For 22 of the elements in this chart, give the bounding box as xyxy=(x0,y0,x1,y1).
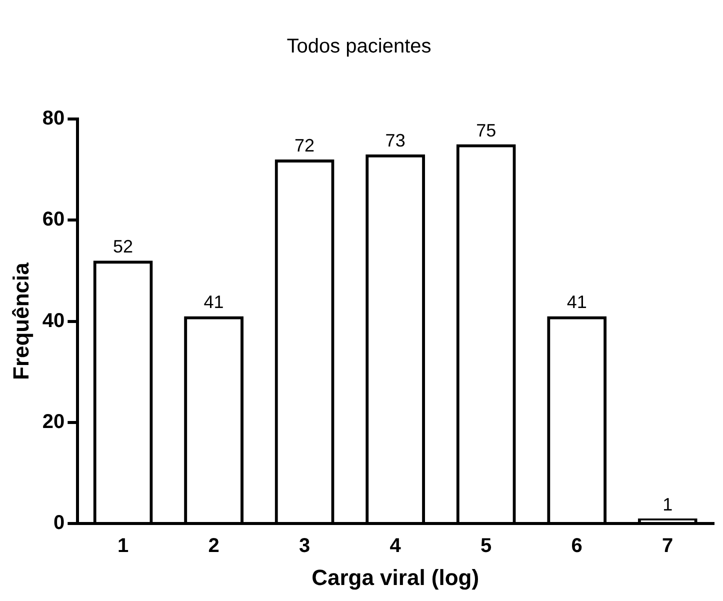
x-tick-label: 5 xyxy=(480,535,492,558)
data-label: 73 xyxy=(385,130,406,150)
data-label: 41 xyxy=(566,292,587,312)
chart-title: Todos pacientes xyxy=(286,36,432,58)
y-tick-label: 20 xyxy=(42,410,65,433)
data-label: 75 xyxy=(476,120,496,140)
y-tick-label: 60 xyxy=(42,208,65,231)
data-label: 1 xyxy=(662,494,673,515)
x-tick-label: 3 xyxy=(298,535,310,558)
y-tick-label: 0 xyxy=(54,512,65,534)
y-axis-title: Frequência xyxy=(8,262,34,380)
y-tick-label: 40 xyxy=(42,310,65,332)
x-tick-label: 4 xyxy=(390,535,402,558)
data-label: 41 xyxy=(204,292,224,312)
x-tick-label: 2 xyxy=(208,535,220,558)
x-tick-label: 6 xyxy=(571,535,582,558)
x-axis-title: Carga viral (log) xyxy=(312,564,480,590)
x-tick-label: 7 xyxy=(662,535,674,558)
data-label: 72 xyxy=(294,135,315,156)
x-tick-label: 1 xyxy=(117,535,129,558)
data-label: 52 xyxy=(113,236,134,257)
y-tick-label: 80 xyxy=(42,108,65,130)
